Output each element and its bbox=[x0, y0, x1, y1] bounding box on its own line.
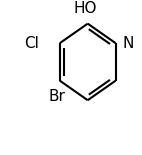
Text: Cl: Cl bbox=[24, 36, 39, 51]
Text: HO: HO bbox=[73, 1, 97, 16]
Text: N: N bbox=[123, 36, 134, 51]
Text: Br: Br bbox=[49, 89, 65, 104]
